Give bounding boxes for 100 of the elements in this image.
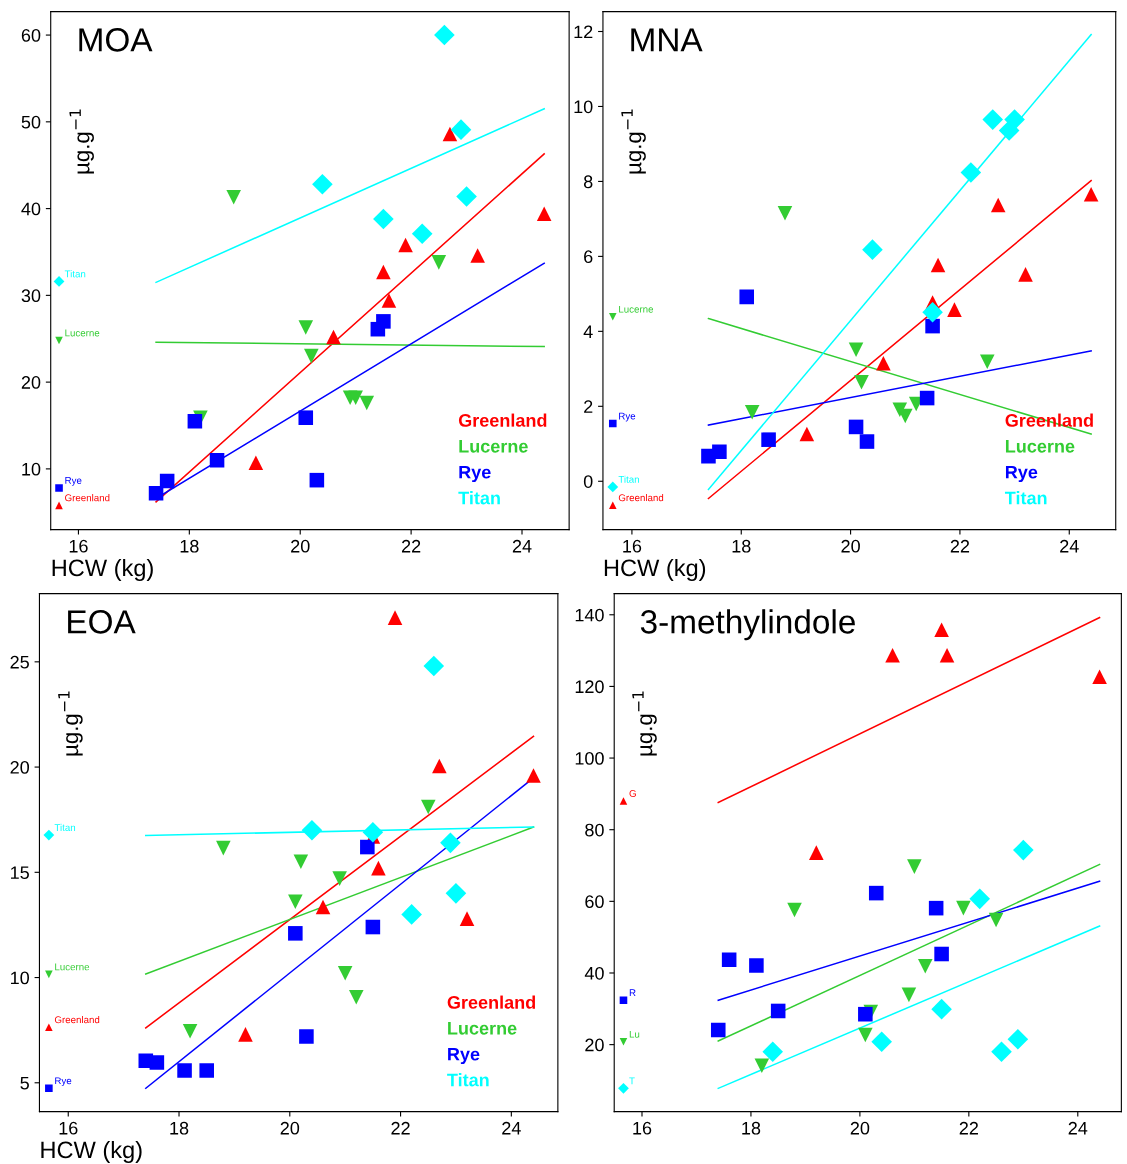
x-tick-label: 22 — [401, 539, 421, 553]
y-tick-label: 80 — [585, 823, 604, 837]
point — [445, 883, 467, 904]
point — [365, 919, 381, 935]
point — [1018, 267, 1033, 282]
chart-title: 3-methylindole — [640, 609, 855, 641]
series-label: Titan — [64, 270, 86, 278]
x-tick-label: 16 — [59, 1121, 78, 1135]
point — [777, 206, 793, 221]
point — [450, 119, 472, 140]
point — [787, 902, 802, 918]
point — [939, 647, 955, 663]
point — [988, 912, 1004, 928]
x-axis-title: HCW (kg) — [41, 1140, 142, 1163]
point — [858, 1006, 873, 1022]
point — [55, 501, 63, 510]
y-tick-label: 6 — [584, 250, 593, 264]
point — [301, 819, 323, 841]
point — [216, 840, 231, 856]
point — [304, 348, 319, 364]
series-label: Greenland — [618, 494, 664, 502]
point — [925, 318, 940, 334]
point — [149, 1055, 165, 1070]
x-tick-label: 18 — [180, 539, 199, 553]
point — [371, 860, 386, 876]
point — [754, 1058, 770, 1074]
text: Titan — [447, 1073, 489, 1087]
point — [858, 1027, 873, 1043]
point — [608, 312, 617, 321]
point — [885, 647, 900, 663]
series-label: T — [629, 1077, 635, 1085]
point — [868, 885, 884, 901]
point — [619, 797, 628, 805]
point — [148, 485, 164, 501]
point — [969, 888, 991, 910]
point — [934, 622, 949, 638]
point — [432, 758, 447, 774]
series-label: Lucerne — [55, 963, 90, 971]
x-tick-label: 24 — [1068, 1121, 1088, 1135]
point — [770, 1003, 786, 1019]
point — [998, 120, 1020, 141]
point — [470, 248, 485, 263]
point — [749, 958, 764, 973]
y-tick-label: 10 — [22, 462, 41, 476]
point — [1083, 186, 1099, 202]
point — [298, 410, 314, 425]
point — [315, 899, 331, 915]
series-label: Rye — [619, 412, 636, 422]
point — [619, 1037, 628, 1046]
point — [209, 452, 225, 468]
point — [1007, 1028, 1029, 1050]
point — [326, 329, 341, 345]
point — [607, 481, 619, 493]
y-tick-label: 100 — [575, 752, 604, 765]
y-tick-label: 5 — [20, 1076, 29, 1090]
text: Rye — [448, 1047, 480, 1065]
series-label: R — [629, 989, 636, 997]
text: Lucerne — [459, 440, 528, 453]
point — [608, 501, 617, 510]
point — [536, 206, 552, 222]
chart-title: EOA — [68, 610, 136, 634]
point — [956, 900, 971, 916]
y-tick-label: 60 — [21, 29, 41, 42]
y-tick-label: 8 — [583, 175, 593, 189]
point — [761, 432, 776, 447]
point — [1092, 669, 1107, 685]
x-tick-label: 24 — [1060, 539, 1079, 553]
point — [288, 926, 303, 941]
point — [739, 289, 755, 305]
y-axis-title: µg.g$^{−1}$ — [632, 691, 657, 756]
point — [947, 302, 962, 317]
y-tick-label: 10 — [574, 100, 593, 114]
y-tick-label: 10 — [11, 971, 30, 985]
point — [381, 293, 397, 308]
point — [871, 1031, 892, 1053]
series-label: Titan — [54, 823, 76, 831]
y-tick-label: 20 — [10, 761, 30, 774]
point — [182, 1023, 198, 1039]
text: Rye — [1005, 465, 1038, 483]
point — [348, 390, 363, 406]
y-tick-label: 40 — [584, 966, 604, 980]
point — [226, 190, 241, 205]
x-tick-label: 16 — [69, 539, 88, 553]
point — [199, 1063, 214, 1078]
point — [934, 946, 949, 962]
point — [919, 390, 935, 406]
point — [917, 958, 933, 974]
point — [721, 952, 737, 968]
point — [376, 264, 391, 280]
point — [159, 473, 175, 489]
text: Rye — [459, 465, 491, 483]
y-tick-label: 30 — [21, 289, 41, 303]
point — [456, 186, 477, 207]
point — [362, 822, 384, 843]
text: Titan — [458, 491, 500, 505]
point — [238, 1027, 253, 1042]
point — [440, 832, 461, 854]
point — [526, 768, 541, 783]
point — [360, 839, 375, 855]
x-tick-label: 24 — [512, 539, 532, 553]
